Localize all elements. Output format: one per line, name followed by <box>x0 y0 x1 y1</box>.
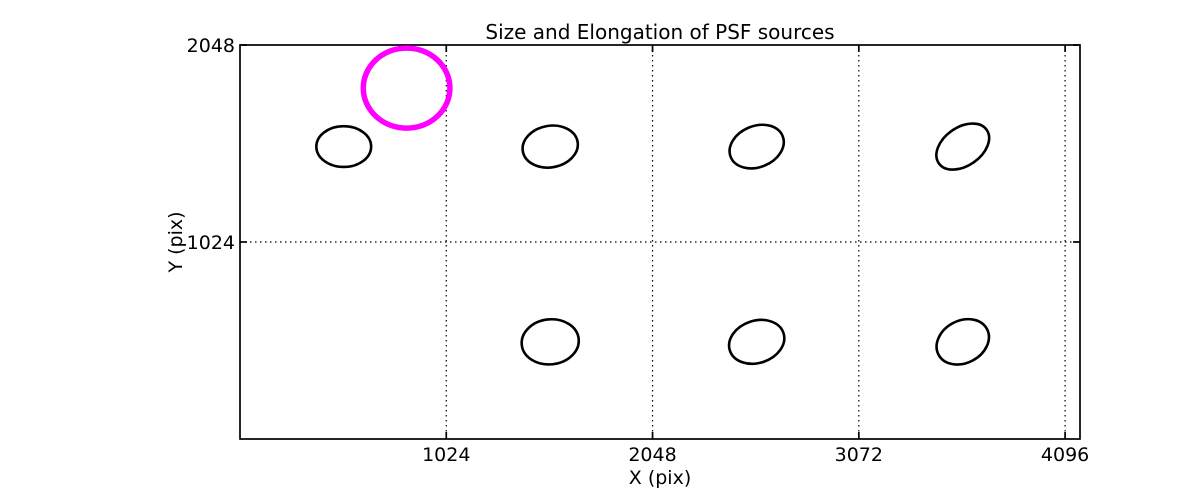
x-tick-label: 2048 <box>628 444 677 466</box>
x-tick-label: 3072 <box>834 444 883 466</box>
psf-source-ellipses <box>728 123 786 170</box>
highlighted-source-circle <box>360 45 453 131</box>
psf-source-ellipses <box>935 122 991 171</box>
x-tick-label: 4096 <box>1040 444 1090 466</box>
x-tick-label: 1024 <box>422 444 471 466</box>
x-axis-label: X (pix) <box>628 467 692 489</box>
chart-title: Size and Elongation of PSF sources <box>485 20 835 44</box>
psf-source-ellipses <box>520 317 581 366</box>
psf-source-ellipses <box>727 318 786 366</box>
y-tick-label: 2048 <box>186 35 235 57</box>
psf-source-ellipses <box>935 317 991 366</box>
psf-source-ellipses <box>315 124 373 169</box>
psf-source-ellipses <box>521 124 580 169</box>
y-tick-label: 1024 <box>186 232 235 254</box>
